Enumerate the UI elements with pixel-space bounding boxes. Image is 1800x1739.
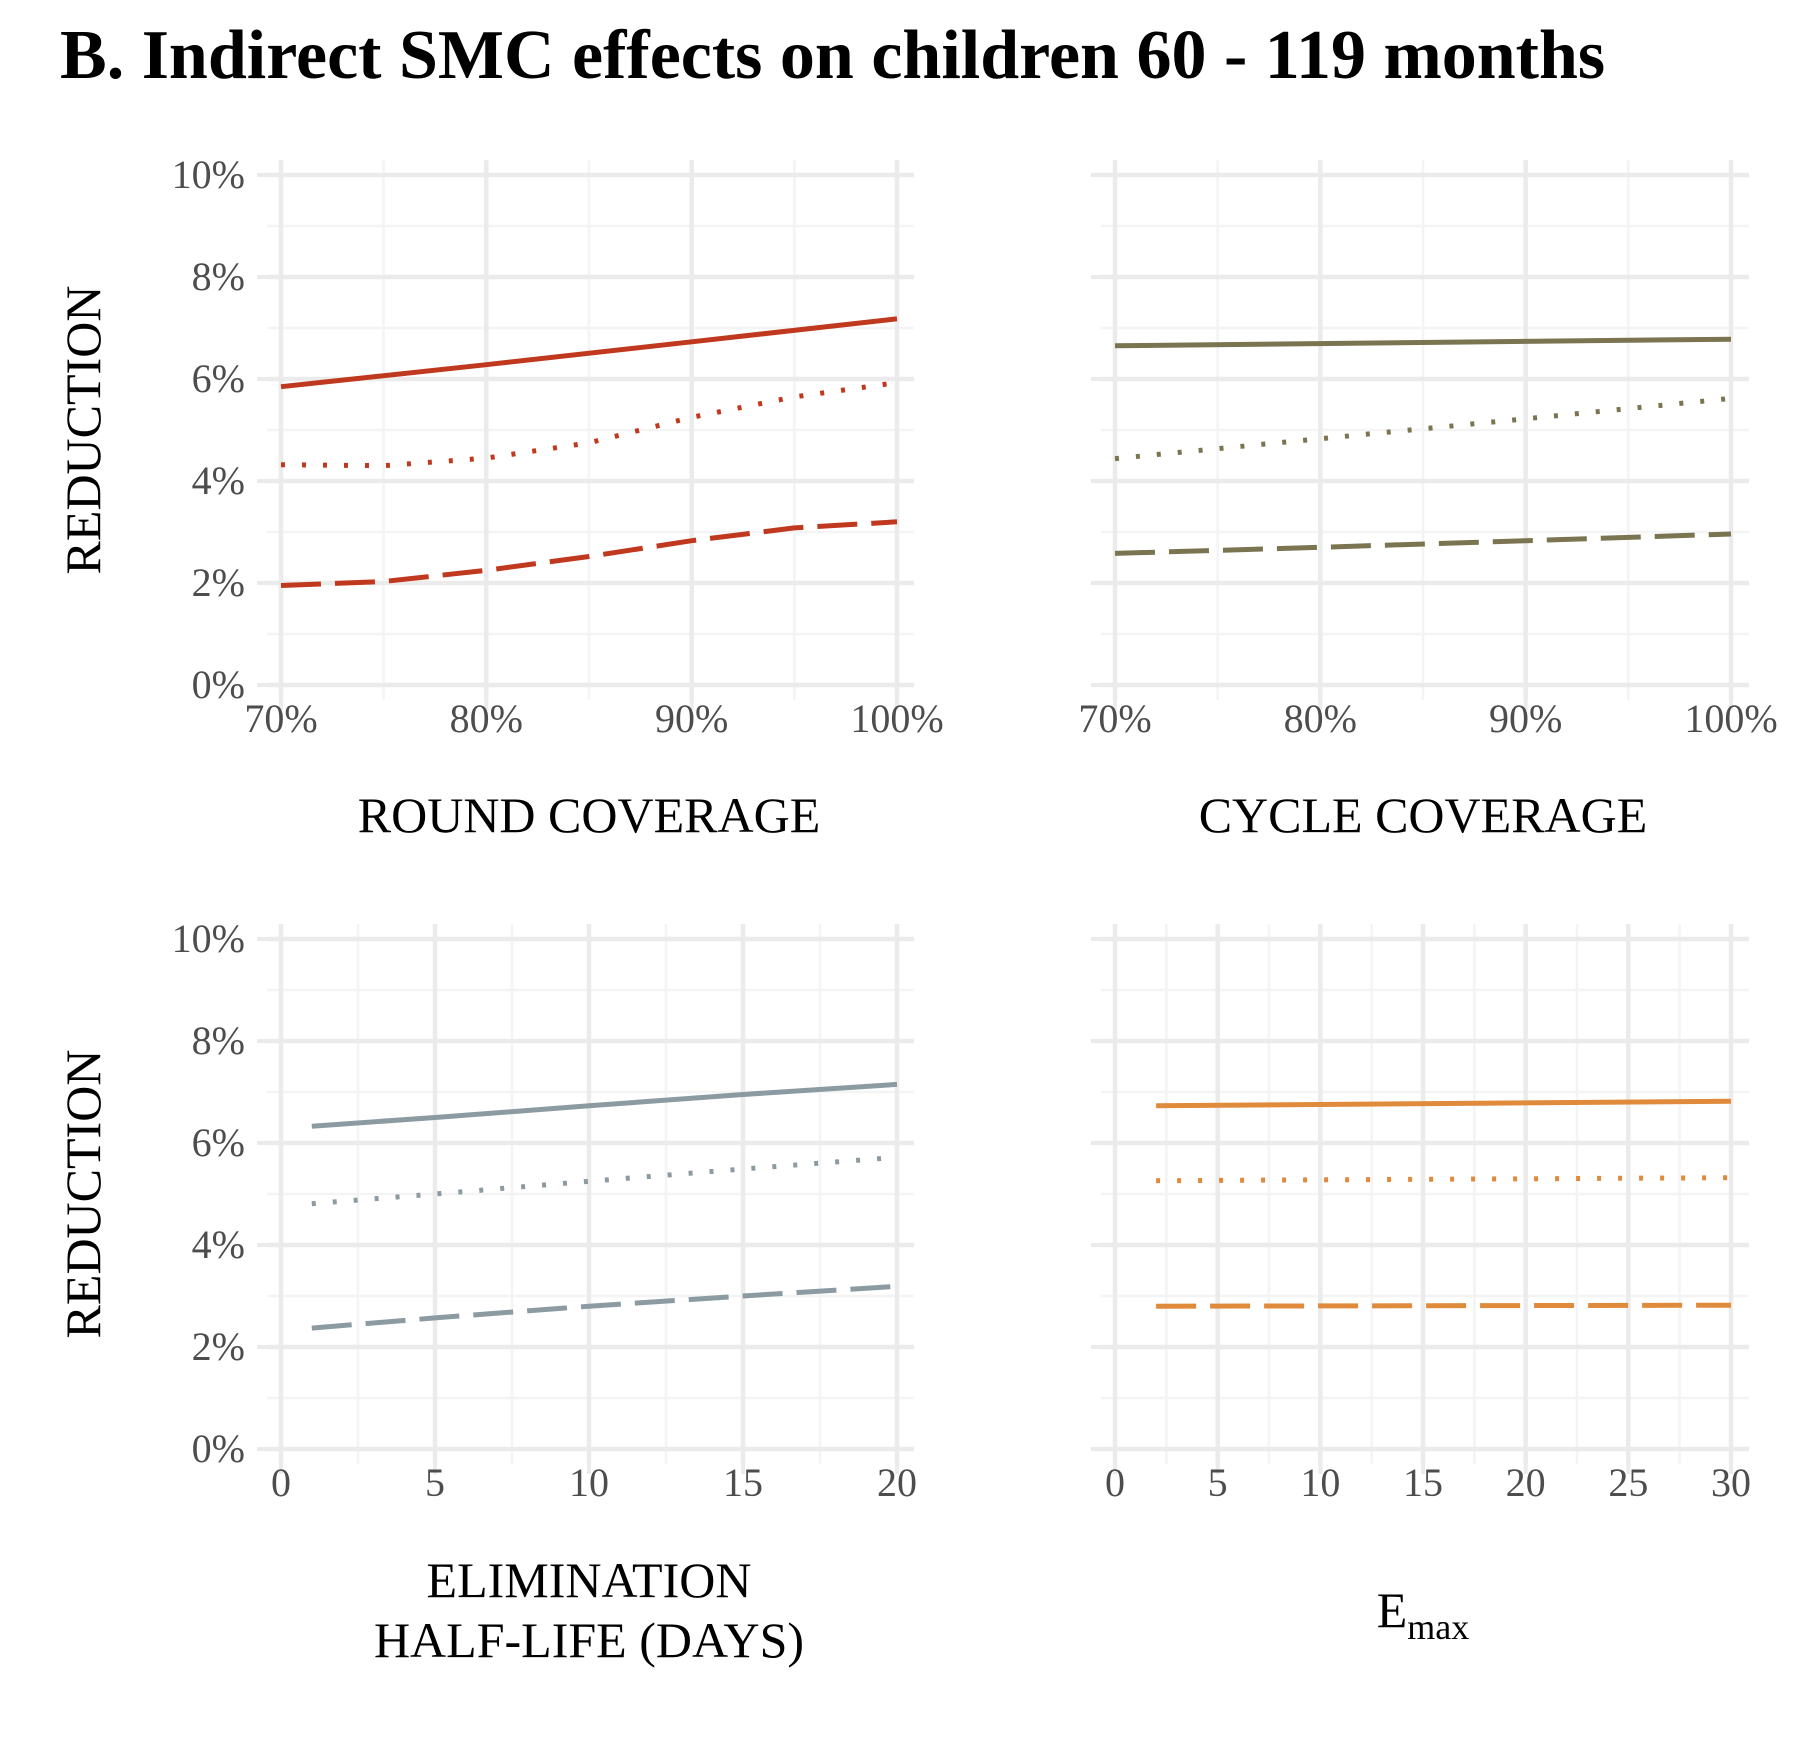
x-tick-label: 20 (1506, 1460, 1546, 1505)
x-tick-label: 30 (1711, 1460, 1751, 1505)
y-tick-label: 2% (192, 1324, 245, 1369)
x-tick-label: 10 (1300, 1460, 1340, 1505)
x-tick-label: 70% (1078, 696, 1151, 741)
x-axis-label-line-1: ELIMINATION (427, 1552, 752, 1608)
panels: 70% 80% 90% 100%0%2%4%6%8%10%REDUCTIONROUND… (55, 152, 1778, 1668)
panel-3: 0 5 10 15 20 0% 2% 4% 6% 8% 10% REDUCTION ELIMINATIO… (55, 916, 917, 1668)
x-tick-label: 5 (1208, 1460, 1228, 1505)
x-tick-label: 80% (450, 696, 523, 741)
panel-1: 70% 80% 90% 100% 0% 2% 4% 6% 8% 10% REDUCTION ROUND… (55, 152, 944, 843)
y-tick-label: 6% (192, 1120, 245, 1165)
x-axis-label: Emax (1377, 1582, 1470, 1647)
y-axis-label: REDUCTION (55, 286, 111, 575)
series-line-solid (1114, 336, 1732, 349)
x-tick-label: 15 (723, 1460, 763, 1505)
x-axis-label-line-2: HALF-LIFE (DAYS) (374, 1612, 804, 1668)
x-tick-label: 100% (1684, 696, 1777, 741)
series-line-dashed (311, 1283, 898, 1331)
y-tick-label: 8% (192, 1018, 245, 1063)
x-tick-label: 90% (1489, 696, 1562, 741)
y-tick-label: 0% (192, 662, 245, 707)
x-tick-label: 0 (1105, 1460, 1125, 1505)
series-line-solid (1156, 1098, 1732, 1109)
x-tick-label: 90% (655, 696, 728, 741)
series-line-dashed (1114, 531, 1732, 556)
panel-4: 0 5 10 15 20 25 30 Emax (1091, 924, 1751, 1647)
series-line-dashed (1156, 1302, 1732, 1309)
y-tick-label: 8% (192, 254, 245, 299)
x-tick-label: 70% (244, 696, 317, 741)
series-line-dotted (311, 1154, 898, 1207)
y-tick-label: 6% (192, 356, 245, 401)
series-line-solid (280, 316, 898, 390)
y-tick-label: 10% (172, 152, 245, 197)
x-axis-label: CYCLE COVERAGE (1199, 787, 1648, 843)
series-line-dashed (280, 519, 898, 588)
y-tick-label: 2% (192, 560, 245, 605)
x-tick-label: 15 (1403, 1460, 1443, 1505)
x-tick-label: 100% (850, 696, 943, 741)
x-axis-label: ROUND COVERAGE (358, 787, 821, 843)
x-tick-label: 0 (271, 1460, 291, 1505)
y-tick-label: 0% (192, 1426, 245, 1471)
y-tick-label: 4% (192, 458, 245, 503)
x-tick-label: 25 (1608, 1460, 1648, 1505)
y-tick-label: 4% (192, 1222, 245, 1267)
series-line-dotted (1156, 1175, 1732, 1184)
y-axis-label: REDUCTION (55, 1050, 111, 1339)
panel-2: 70% 80% 90% 100% CYCLE COVERAGE (1078, 160, 1778, 843)
x-tick-label: 80% (1284, 696, 1357, 741)
x-tick-label: 5 (425, 1460, 445, 1505)
x-tick-label: 10 (569, 1460, 609, 1505)
figure-title: B. Indirect SMC effects on children 60 -… (60, 17, 1605, 94)
x-tick-label: 20 (877, 1460, 917, 1505)
series-line-solid (311, 1081, 898, 1129)
y-tick-label: 10% (172, 916, 245, 961)
